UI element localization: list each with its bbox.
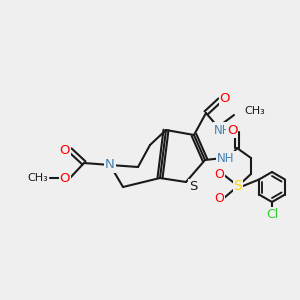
Text: O: O — [60, 172, 70, 184]
Text: O: O — [220, 92, 230, 104]
Text: S: S — [234, 179, 242, 193]
Text: CH₃: CH₃ — [244, 106, 265, 116]
Text: O: O — [60, 143, 70, 157]
Text: O: O — [214, 193, 224, 206]
Text: Cl: Cl — [266, 208, 278, 221]
Text: NH: NH — [214, 124, 232, 136]
Text: CH₃: CH₃ — [27, 173, 48, 183]
Text: S: S — [189, 181, 197, 194]
Text: NH: NH — [217, 152, 235, 166]
Text: O: O — [214, 167, 224, 181]
Text: O: O — [227, 124, 237, 136]
Text: N: N — [105, 158, 115, 172]
